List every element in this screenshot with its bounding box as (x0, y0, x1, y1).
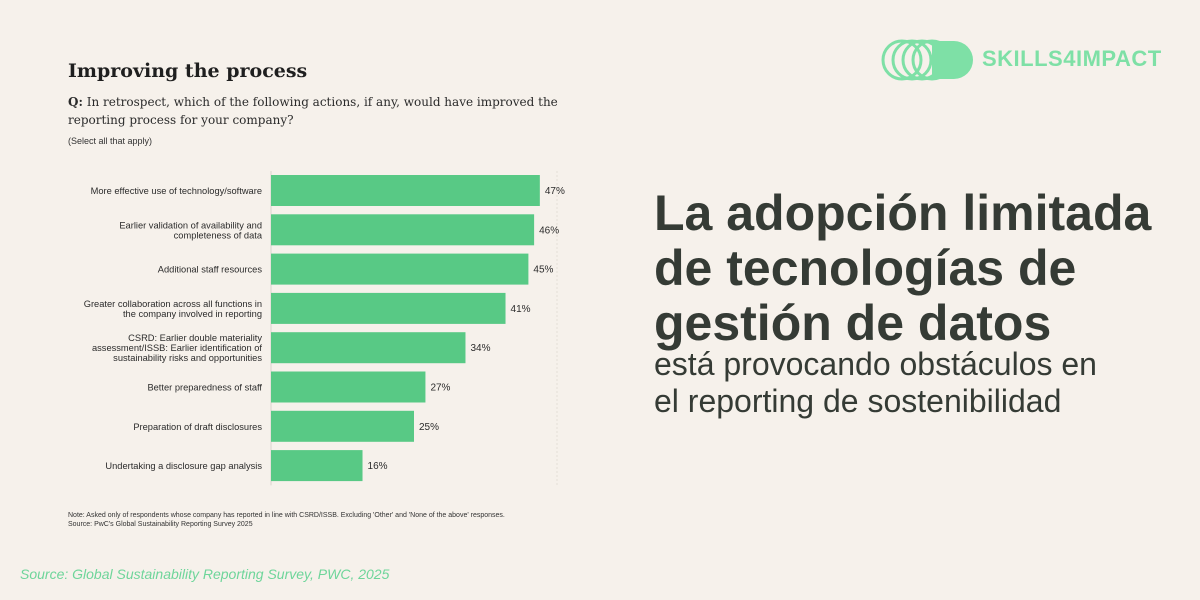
category-label-line: Additional staff resources (158, 265, 263, 275)
subheadline-line: está provocando obstáculos en (654, 346, 1097, 382)
bar-value-label: 46% (539, 225, 559, 236)
category-label-line: completeness of data (174, 230, 263, 240)
category-label-line: Preparation of draft disclosures (133, 422, 262, 432)
category-label-line: Greater collaboration across all functio… (84, 299, 262, 309)
category-label: Undertaking a disclosure gap analysis (105, 461, 262, 471)
headline: La adopción limitada de tecnologías de g… (654, 186, 1194, 351)
chart-source: Source: PwC's Global Sustainability Repo… (68, 521, 253, 528)
question-prefix: Q: (68, 95, 83, 109)
chart-question: Q: In retrospect, which of the following… (68, 93, 568, 129)
bar (271, 253, 529, 285)
subheadline: está provocando obstáculos en el reporti… (654, 346, 1194, 420)
category-label: CSRD: Earlier double materiality assessme… (92, 333, 262, 363)
category-label: Earlier validation of availability and co… (119, 220, 262, 240)
headline-line: de tecnologías de (654, 240, 1077, 296)
headline-line: gestión de datos (654, 295, 1052, 351)
bar (271, 410, 414, 442)
page-source: Source: Global Sustainability Reporting … (20, 566, 390, 582)
bar-value-label: 34% (470, 343, 490, 354)
chart-hint: (Select all that apply) (68, 136, 153, 146)
category-label-line: assessment/ISSB: Earlier identification … (92, 343, 262, 353)
bar (271, 450, 363, 482)
category-label: Additional staff resources (158, 265, 263, 275)
category-label: Better preparedness of staff (147, 383, 262, 393)
category-label-line: sustainability risks and opportunities (113, 353, 262, 363)
chart-note: Note: Asked only of respondents whose co… (68, 511, 588, 529)
brand-name: SKILLS4IMPACT (982, 46, 1162, 71)
bar (271, 292, 506, 324)
subheadline-line: el reporting de sostenibilidad (654, 383, 1062, 419)
bar (271, 332, 466, 364)
category-label: More effective use of technology/softwar… (91, 186, 262, 196)
bar (271, 214, 535, 246)
category-label-line: Better preparedness of staff (147, 383, 262, 393)
bar (271, 175, 540, 206)
category-label-line: CSRD: Earlier double materiality (128, 333, 262, 343)
category-label-line: More effective use of technology/softwar… (91, 186, 262, 196)
bar-value-label: 41% (511, 304, 531, 315)
category-label: Greater collaboration across all functio… (84, 299, 262, 319)
bar-value-label: 45% (533, 265, 553, 276)
bar-value-label: 16% (368, 461, 388, 472)
category-label-line: Undertaking a disclosure gap analysis (105, 461, 262, 471)
category-label-line: Earlier validation of availability and (119, 220, 262, 230)
chart-note-text: Note: Asked only of respondents whose co… (68, 512, 505, 519)
bar-chart: 47% More effective use of technology/soft… (84, 171, 565, 486)
bar-value-label: 25% (419, 422, 439, 433)
bar-value-label: 27% (430, 383, 450, 394)
category-label: Preparation of draft disclosures (133, 422, 262, 432)
brand-logo-icon (881, 39, 973, 81)
question-text: In retrospect, which of the following ac… (68, 95, 558, 127)
bar (271, 371, 426, 403)
chart-panel: Improving the process Q: In retrospect, … (0, 0, 610, 560)
headline-line: La adopción limitada (654, 185, 1152, 241)
chart-title: Improving the process (68, 60, 308, 82)
category-label-line: the company involved in reporting (123, 309, 262, 319)
bar-value-label: 47% (545, 186, 565, 197)
